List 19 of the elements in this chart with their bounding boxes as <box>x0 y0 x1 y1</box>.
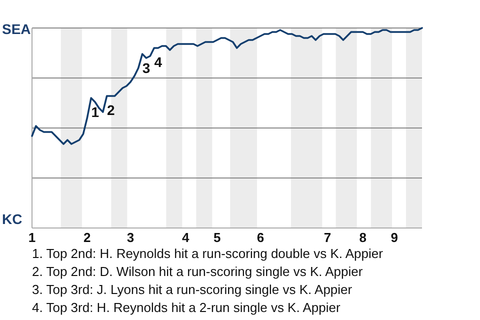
x-tick-label: 1 <box>28 230 36 245</box>
x-tick-label: 4 <box>182 230 190 245</box>
text: 4. Top 3rd: H. Reynolds hit a 2-run single vs K. Appier <box>32 300 341 315</box>
annotation: 4 <box>154 54 162 70</box>
x-tick-label: 3 <box>126 230 134 245</box>
annotation: 1 <box>91 104 100 120</box>
x-tick-label: 7 <box>324 230 332 245</box>
x-tick-label: 5 <box>214 230 221 245</box>
x-tick-label: 9 <box>390 230 398 245</box>
x-tick-label: 6 <box>256 230 264 245</box>
text: 2. Top 2nd: D. Wilson hit a run-scoring single vs K. Appier <box>32 264 364 279</box>
annotation: 2 <box>106 102 115 118</box>
text: SEA <box>2 21 31 37</box>
x-tick-label: 2 <box>84 230 91 245</box>
x-tick-label: 8 <box>359 230 367 245</box>
text: KC <box>2 211 22 227</box>
text: 3. Top 3rd: J. Lyons hit a run-scoring single vs K. Appier <box>32 282 353 297</box>
annotation: 3 <box>142 60 150 76</box>
text: 1. Top 2nd: H. Reynolds hit a run-scoring double vs K. Appier <box>32 246 384 261</box>
